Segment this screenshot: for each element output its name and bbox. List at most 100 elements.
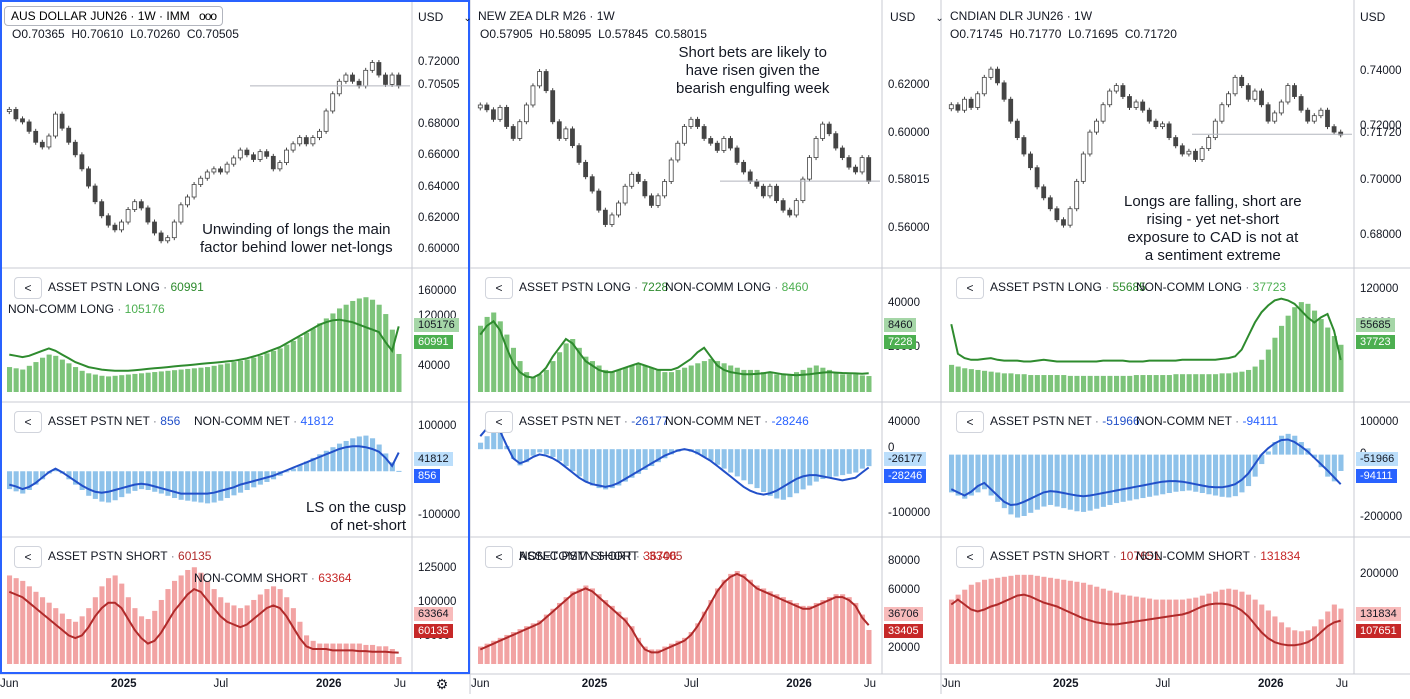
candle-body [1173,137,1179,147]
aud-symbol-title[interactable]: AUS DOLLAR JUN26 · 1W · IMM ooo [4,6,224,26]
position-bar [603,369,609,392]
time-axis-tick: Ju [393,678,407,690]
position-bar [1338,344,1344,392]
position-bar [794,372,800,392]
back-button[interactable]: < [14,411,42,433]
position-bar [820,367,826,392]
indicator-axis-tick: -100000 [888,507,931,520]
position-bar [356,643,362,664]
candle-body [1061,219,1066,226]
position-bar [13,578,19,664]
aud-currency-selector[interactable]: USD ⌄ [418,10,472,24]
back-button[interactable]: < [956,546,984,568]
position-bar [557,352,563,392]
position-bar [26,586,32,664]
bar-series-value: -26177 [631,414,669,428]
position-bar [826,369,832,392]
value-badge: 41812 [414,452,453,466]
position-bar [794,449,800,494]
position-bar [649,449,655,467]
position-bar [1120,454,1126,502]
gear-icon[interactable]: ⚙ [435,676,449,692]
cad-right-currency-selector[interactable]: USD [1360,10,1386,24]
line-series-label: NON-COMM SHORT [1136,549,1250,563]
cad-symbol-title[interactable]: CNDIAN DLR JUN26 · 1W [950,9,1093,23]
more-menu-icon[interactable]: ooo [199,9,217,23]
line-series-value: 105176 [124,302,165,316]
candle-body [988,68,994,78]
position-bar [13,368,19,392]
candle-body [1245,85,1251,100]
position-bar [557,449,563,461]
candle-body [1239,76,1245,86]
candle-body [1028,153,1033,169]
back-button[interactable]: < [485,411,513,433]
position-bar [491,429,497,450]
position-bar [1061,454,1067,509]
candle-body [833,133,839,149]
indicator-axis-tick: 20000 [888,642,920,655]
candle-body [125,209,131,223]
position-bar [1081,454,1087,512]
back-button[interactable]: < [14,277,42,299]
value-badge: -28246 [884,469,927,483]
position-bar [497,432,503,450]
position-bar [53,355,59,392]
candle-body [1087,131,1093,155]
position-bar [297,621,303,664]
candle-body [1305,109,1311,122]
position-bar [198,367,204,392]
position-bar [695,449,701,455]
value-badge: -94111 [1356,469,1397,483]
cad-left-currency-selector[interactable]: USD ⌄ [890,10,944,24]
candle-body [1166,123,1172,138]
position-bar [1160,599,1166,664]
position-bar [1226,373,1232,392]
position-bar [1160,454,1166,495]
candle-body [1226,93,1231,106]
back-button[interactable]: < [956,277,984,299]
position-bar [218,364,224,392]
position-bar [1061,579,1067,664]
candle-body [363,69,369,87]
position-bar [383,646,389,664]
candle-body [576,145,582,163]
back-button[interactable]: < [956,411,984,433]
position-bar [616,449,622,486]
line-series-label: NON-COMM SHORT [194,571,308,585]
line-series-label: NON-COMM LONG [1136,280,1242,294]
position-bar [1232,589,1238,664]
position-bar [636,449,642,474]
bar-series-value: -51966 [1102,414,1140,428]
candle-body [962,98,967,111]
indicator-axis-tick: 120000 [1360,283,1399,296]
candle-body [1298,96,1304,111]
position-bar [813,602,819,664]
position-bar [1127,454,1133,501]
position-bar [376,304,382,392]
back-button[interactable]: < [485,277,513,299]
price-axis-tick: 0.60000 [418,243,460,256]
candle-body [1008,98,1014,122]
candle-body [734,147,740,163]
candle-body [774,185,779,202]
position-bar [1067,375,1073,392]
position-bar [734,449,740,477]
position-bar [995,454,1001,502]
candle-body [800,178,806,202]
bar-series-value: 7228 [641,280,669,294]
position-bar [396,657,402,664]
back-button[interactable]: < [485,546,513,568]
position-bar [191,471,197,502]
position-bar [767,372,773,392]
position-bar [224,363,230,392]
nzd-symbol-title[interactable]: NEW ZEA DLR M26 · 1W [478,9,615,23]
position-bar [1206,593,1212,664]
position-bar [642,646,648,664]
candle-body [793,200,799,216]
back-button[interactable]: < [14,546,42,568]
position-bar [478,325,484,392]
position-line [950,438,1342,507]
cad-annotation: Longs are falling, short are rising - ye… [1124,193,1302,264]
position-bar [1338,608,1344,664]
